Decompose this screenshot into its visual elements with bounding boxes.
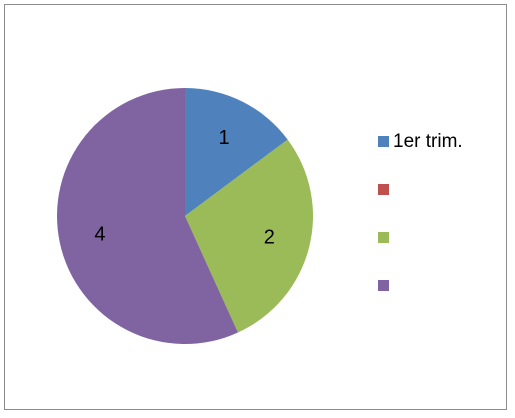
pie-slices <box>57 88 313 344</box>
pie-slice-label-4: 4 <box>94 223 105 245</box>
legend-swatch-1 <box>378 136 389 147</box>
legend-swatch-2 <box>378 184 389 195</box>
legend-label-1: 1er trim. <box>393 131 463 152</box>
legend-swatch-4 <box>378 280 389 291</box>
pie-slice-2 <box>185 139 313 333</box>
pie-slice-label-2: 2 <box>264 227 275 249</box>
pie-slice-labels: 1 2 4 <box>94 127 274 248</box>
pie-slice-label-1: 1 <box>219 127 230 149</box>
pie-slice-4 <box>57 88 238 344</box>
pie-slice-1 <box>185 88 288 216</box>
legend-swatch-3 <box>378 232 389 243</box>
